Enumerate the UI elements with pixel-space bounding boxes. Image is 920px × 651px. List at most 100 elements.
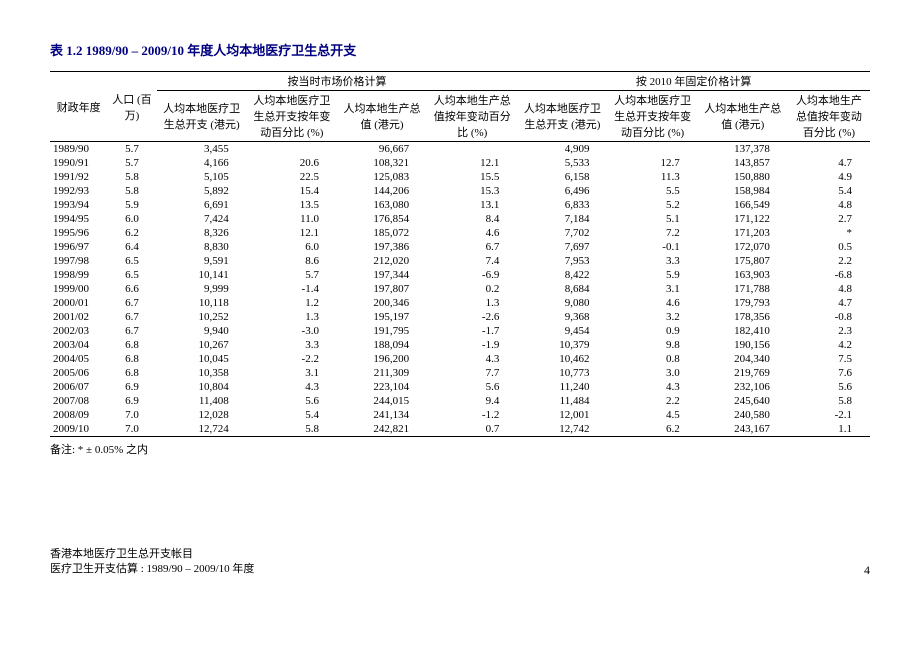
cell: 9,368 [517,310,607,324]
cell: 2.2 [608,394,698,408]
table-row: 2007/086.911,4085.6244,0159.411,4842.224… [50,394,870,408]
cell: 158,984 [698,184,788,198]
cell: 5.7 [247,268,337,282]
cell: 6.8 [107,366,156,380]
cell: 2003/04 [50,338,107,352]
cell: 2001/02 [50,310,107,324]
table-note: 备注: * ± 0.05% 之内 [50,441,870,457]
cell: 11,240 [517,380,607,394]
table-title: 表 1.2 1989/90 – 2009/10 年度人均本地医疗卫生总开支 [50,40,870,59]
cell: 5.8 [788,394,870,408]
cell: -2.1 [788,408,870,422]
cell: 7.0 [107,408,156,422]
cell: 6.8 [107,338,156,352]
cell: 6,691 [157,198,247,212]
cell: 166,549 [698,198,788,212]
cell: -3.0 [247,324,337,338]
cell: 125,083 [337,170,427,184]
cell: 12,724 [157,422,247,437]
cell: 2007/08 [50,394,107,408]
cell: 11.3 [608,170,698,184]
cell: 11,408 [157,394,247,408]
cell: -1.4 [247,282,337,296]
cell: -6.9 [427,268,517,282]
cell: 3.3 [247,338,337,352]
cell: 1989/90 [50,142,107,157]
cell: 3.3 [608,254,698,268]
cell: 7.2 [608,226,698,240]
cell: 197,344 [337,268,427,282]
col-c8: 人均本地生产总值按年变动百分比 (%) [788,91,870,142]
cell: 1996/97 [50,240,107,254]
col-c5: 人均本地医疗卫生总开支 (港元) [517,91,607,142]
cell: 15.3 [427,184,517,198]
cell: 2004/05 [50,352,107,366]
cell: -2.6 [427,310,517,324]
cell: 4,909 [517,142,607,157]
cell: 4.7 [788,296,870,310]
cell: 7,424 [157,212,247,226]
cell: 5.6 [247,394,337,408]
cell: 188,094 [337,338,427,352]
cell: 15.5 [427,170,517,184]
cell: 4.8 [788,282,870,296]
cell: -1.9 [427,338,517,352]
cell: 5,533 [517,156,607,170]
cell [247,142,337,157]
table-row: 1991/925.85,10522.5125,08315.56,15811.31… [50,170,870,184]
cell: -2.2 [247,352,337,366]
cell: 6.7 [107,296,156,310]
cell: 6.9 [107,394,156,408]
table-row: 2006/076.910,8044.3223,1045.611,2404.323… [50,380,870,394]
cell: 2008/09 [50,408,107,422]
page-number: 4 [864,563,870,578]
cell: 7,184 [517,212,607,226]
cell: 242,821 [337,422,427,437]
cell: 171,203 [698,226,788,240]
cell: 6.7 [107,310,156,324]
col-c1: 人均本地医疗卫生总开支 (港元) [157,91,247,142]
table-row: 1997/986.59,5918.6212,0207.47,9533.3175,… [50,254,870,268]
cell: 5.1 [608,212,698,226]
cell: 12.1 [247,226,337,240]
cell: 137,378 [698,142,788,157]
cell: 2.2 [788,254,870,268]
cell: 1.3 [247,310,337,324]
cell: 5.2 [608,198,698,212]
cell: 4.6 [427,226,517,240]
table-row: 2003/046.810,2673.3188,094-1.910,3799.81… [50,338,870,352]
cell: 9.8 [608,338,698,352]
cell: * [788,226,870,240]
cell: 6.7 [427,240,517,254]
cell: 6.0 [247,240,337,254]
cell: 11.0 [247,212,337,226]
cell: 5,892 [157,184,247,198]
cell: 10,379 [517,338,607,352]
cell: 1997/98 [50,254,107,268]
cell: 1998/99 [50,268,107,282]
table-row: 1999/006.69,999-1.4197,8070.28,6843.1171… [50,282,870,296]
cell: 5.7 [107,156,156,170]
cell: 1990/91 [50,156,107,170]
cell: 13.1 [427,198,517,212]
cell: 5.8 [107,170,156,184]
cell [608,142,698,157]
cell: 5,105 [157,170,247,184]
table-row: 2004/056.810,045-2.2196,2004.310,4620.82… [50,352,870,366]
col-group1: 按当时市场价格计算 [157,72,518,91]
cell: 12,001 [517,408,607,422]
cell: 3.2 [608,310,698,324]
cell: 196,200 [337,352,427,366]
cell: 7.0 [107,422,156,437]
cell: -0.1 [608,240,698,254]
cell: 12.7 [608,156,698,170]
cell: 5.6 [788,380,870,394]
cell: 1.1 [788,422,870,437]
cell: 9.4 [427,394,517,408]
cell: 22.5 [247,170,337,184]
cell: 9,940 [157,324,247,338]
cell: 3.0 [608,366,698,380]
table-row: 2001/026.710,2521.3195,197-2.69,3683.217… [50,310,870,324]
cell: 245,640 [698,394,788,408]
cell: 2.7 [788,212,870,226]
